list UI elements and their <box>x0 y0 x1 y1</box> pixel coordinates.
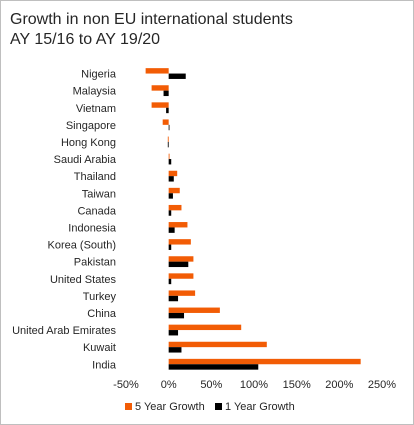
bar-1-year-growth <box>168 364 259 370</box>
category-label: Korea (South) <box>48 240 116 252</box>
category-label: Malaysia <box>73 86 117 98</box>
chart-title-line-2: AY 15/16 to AY 19/20 <box>10 31 161 48</box>
bar-5-year-growth <box>168 273 194 279</box>
category-label: Indonesia <box>68 222 117 234</box>
category-label: United Arab Emirates <box>12 325 116 337</box>
category-label: Pakistan <box>74 257 116 269</box>
x-tick-label: 0% <box>161 379 177 391</box>
bar-1-year-growth <box>168 295 179 302</box>
legend: 5 Year Growth 1 Year Growth <box>125 401 295 413</box>
bar-5-year-growth <box>168 222 188 228</box>
x-tick-label: -50% <box>113 379 139 391</box>
bar-5-year-growth <box>151 85 169 91</box>
bar-5-year-growth <box>168 239 191 245</box>
bar-1-year-growth <box>168 244 172 250</box>
bar-1-year-growth <box>168 159 172 165</box>
chart-title: Growth in non EU international students … <box>10 10 293 50</box>
bar-5-year-growth <box>168 358 361 365</box>
category-label: Taiwan <box>82 188 116 200</box>
category-label: Saudi Arabia <box>54 154 117 166</box>
category-labels: Nigeria Malaysia Vietnam Singapore Hong Kong… <box>12 69 117 372</box>
chart-title-line-1: Growth in non EU international students <box>10 11 293 28</box>
category-label: United States <box>50 274 117 286</box>
legend-swatch-5-year <box>125 403 132 410</box>
category-label: Nigeria <box>81 69 117 81</box>
category-label: Thailand <box>74 171 116 183</box>
bar-5-year-growth <box>167 136 169 142</box>
x-tick-label: 250% <box>368 379 396 391</box>
category-label: China <box>87 308 117 320</box>
legend-label: 5 Year Growth <box>135 401 205 413</box>
x-tick-label: 150% <box>283 379 311 391</box>
bar-5-year-growth <box>168 341 267 348</box>
category-label: Kuwait <box>83 342 116 354</box>
bar-1-year-growth <box>168 176 174 182</box>
category-label: Turkey <box>83 291 117 303</box>
category-label: Canada <box>77 205 116 217</box>
bar-1-year-growth <box>168 312 185 319</box>
bar-5-year-growth <box>168 153 170 160</box>
bar-5-year-growth <box>151 102 169 108</box>
x-tick-label: 100% <box>240 379 268 391</box>
bar-1-year-growth <box>163 90 169 97</box>
bar-1-year-growth <box>168 227 175 233</box>
bar-1-year-growth <box>168 347 182 353</box>
x-tick-labels: -50% 0% 50% 100% 150% 200% 250% <box>113 379 396 391</box>
x-tick-label: 50% <box>200 379 222 391</box>
bar-1-year-growth <box>168 73 186 79</box>
bar-5-year-growth <box>168 256 194 262</box>
bar-5-year-growth <box>168 307 220 313</box>
bar-1-year-growth <box>166 107 169 114</box>
category-label: Singapore <box>66 120 116 132</box>
bar-1-year-growth <box>168 210 172 216</box>
category-label: Hong Kong <box>61 137 116 149</box>
bar-5-year-growth <box>145 68 169 74</box>
category-label: India <box>92 359 117 371</box>
legend-swatch-1-year <box>215 403 222 410</box>
bar-5-year-growth <box>168 324 242 331</box>
bar-1-year-growth <box>168 124 170 131</box>
bar-5-year-growth <box>168 170 178 177</box>
bars-group <box>145 68 361 370</box>
legend-label: 1 Year Growth <box>225 401 295 413</box>
bar-5-year-growth <box>162 119 169 125</box>
bar-1-year-growth <box>167 141 169 148</box>
bar-1-year-growth <box>168 193 173 199</box>
bar-1-year-growth <box>168 278 172 285</box>
bar-5-year-growth <box>168 290 196 296</box>
bar-1-year-growth <box>168 330 179 336</box>
bar-5-year-growth <box>168 204 182 211</box>
category-label: Vietnam <box>76 103 116 115</box>
x-tick-label: 200% <box>325 379 353 391</box>
bar-5-year-growth <box>168 187 180 194</box>
bar-1-year-growth <box>168 261 189 268</box>
